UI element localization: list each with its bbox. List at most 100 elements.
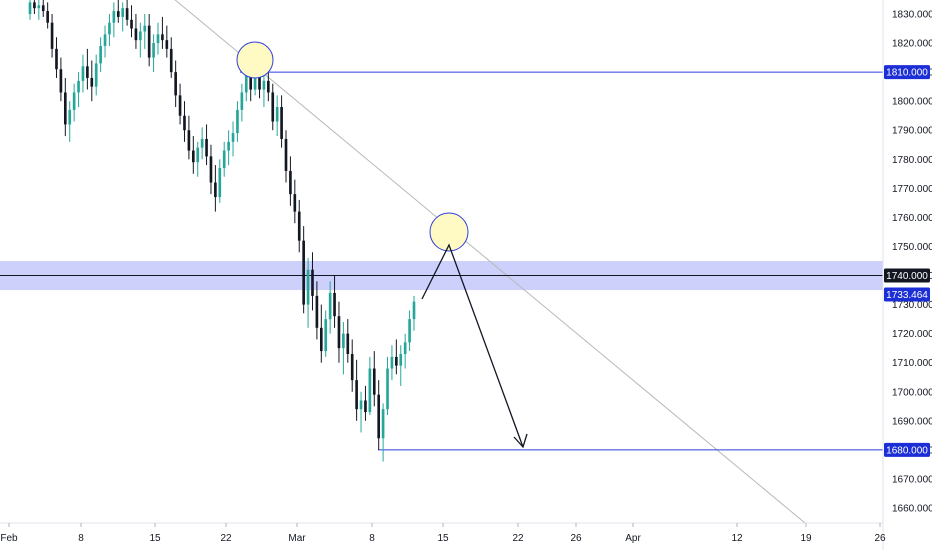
candle-body — [200, 138, 204, 148]
candle — [209, 144, 213, 195]
projection-path — [421, 243, 524, 448]
candle — [412, 295, 416, 331]
candle — [227, 130, 230, 166]
candle-body — [240, 92, 244, 110]
x-tick-label: 8 — [78, 533, 84, 544]
candle-body — [342, 333, 345, 349]
y-tick-label: 1710.000 — [892, 358, 932, 369]
candle-body — [116, 11, 120, 17]
candle-body — [37, 5, 41, 9]
candle-body — [262, 80, 266, 90]
candle — [59, 57, 63, 102]
price-tag: 1680.000 — [884, 442, 930, 457]
y-tick-label: 1820.000 — [892, 39, 932, 50]
candle — [302, 226, 305, 314]
trend-line — [174, 0, 806, 524]
y-tick-label: 1700.000 — [892, 387, 932, 398]
candle-body — [355, 380, 358, 410]
price-tag: 1733.464 — [884, 287, 930, 302]
x-tick-label: 15 — [437, 533, 449, 544]
candle — [77, 72, 80, 107]
candle — [377, 380, 381, 450]
candle-body — [125, 8, 129, 20]
candle — [134, 14, 138, 49]
x-tick-label: 26 — [874, 533, 886, 544]
candle-body — [55, 48, 58, 70]
candle — [275, 95, 279, 137]
candle-body — [196, 147, 200, 163]
x-tick-label: 22 — [220, 533, 232, 544]
candle-body — [178, 95, 182, 116]
candle-body — [227, 141, 230, 151]
candle-body — [77, 80, 80, 93]
price-tag-label: 1733.464 — [886, 290, 928, 301]
candle-body — [324, 319, 328, 352]
candle-body — [253, 72, 257, 90]
candle-body — [46, 11, 49, 23]
candle — [403, 333, 407, 369]
candle — [333, 275, 336, 328]
price-tag: 1810.000 — [884, 65, 930, 80]
candle-body — [33, 2, 36, 9]
candle — [372, 351, 376, 407]
candle — [99, 37, 102, 73]
candle-body — [72, 92, 76, 110]
price-tag-box — [884, 268, 930, 283]
candle-body — [289, 170, 292, 195]
candle — [390, 345, 394, 381]
candle-body — [315, 295, 319, 328]
candle — [399, 345, 403, 386]
candle — [386, 356, 389, 416]
candle-body — [372, 368, 376, 395]
price-tag-box — [884, 442, 930, 457]
x-tick-label: Mar — [288, 533, 306, 544]
candle-body — [350, 353, 354, 381]
candle — [236, 101, 239, 142]
candle-body — [267, 80, 270, 93]
candle-body — [63, 92, 67, 125]
candle-body — [271, 92, 275, 122]
candle-body — [222, 150, 226, 169]
candle — [46, 2, 49, 29]
y-tick-label: 1660.000 — [892, 504, 932, 515]
price-tag-box — [884, 287, 930, 302]
x-tick-label: 19 — [800, 533, 812, 544]
candle — [293, 179, 297, 224]
candle — [191, 136, 195, 174]
y-tick-label: 1670.000 — [892, 474, 932, 485]
candle-body — [139, 31, 142, 41]
candle-body — [50, 22, 54, 49]
candle-body — [297, 211, 301, 241]
candle-body — [377, 394, 381, 439]
candle-body — [218, 168, 222, 198]
x-tick-label: 12 — [731, 533, 743, 544]
candle-body — [143, 25, 147, 32]
y-tick-label: 1690.000 — [892, 416, 932, 427]
x-tick-label: Apr — [625, 533, 641, 544]
candle-body — [412, 301, 416, 320]
candle — [311, 252, 314, 311]
y-tick-label: 1780.000 — [892, 155, 932, 166]
candle — [218, 159, 222, 203]
candle-body — [28, 2, 32, 14]
candle-body — [191, 150, 195, 163]
candle — [231, 121, 235, 157]
candle-body — [165, 40, 169, 49]
x-tick-label: 15 — [149, 533, 161, 544]
candle — [125, 0, 129, 26]
candle — [196, 141, 200, 177]
candle-body — [359, 400, 363, 410]
y-tick-label: 1770.000 — [892, 184, 932, 195]
candle — [63, 77, 67, 137]
candle — [328, 281, 332, 334]
candle-body — [174, 72, 177, 96]
candle-body — [346, 333, 350, 354]
candle-body — [205, 138, 208, 157]
candle — [297, 199, 301, 253]
candle — [94, 54, 98, 96]
candle-body — [187, 130, 191, 151]
candle — [37, 0, 41, 20]
candle — [315, 281, 319, 340]
candle — [359, 391, 363, 433]
candle-body — [284, 138, 288, 171]
